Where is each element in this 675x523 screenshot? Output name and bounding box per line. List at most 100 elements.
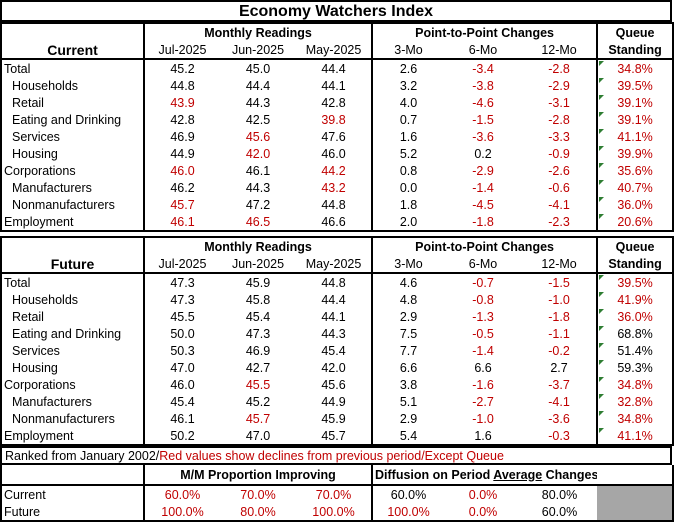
future-section-label: Future bbox=[0, 255, 145, 274]
queue-standing-value: 41.1% bbox=[597, 427, 675, 446]
change-value: 0.2 bbox=[474, 146, 492, 161]
change-value: -1.8 bbox=[522, 308, 599, 325]
monthly-value: 44.8 bbox=[296, 196, 374, 213]
monthly-value: 45.2 bbox=[245, 394, 271, 409]
row-label: Corporations bbox=[0, 162, 145, 179]
change-value: -0.6 bbox=[522, 179, 599, 196]
monthly-value: 50.2 bbox=[144, 427, 220, 446]
future-period-header: 6-Mo bbox=[444, 255, 523, 274]
summary-header-blank bbox=[597, 465, 675, 486]
row-label: Total bbox=[0, 273, 145, 291]
monthly-value: 47.6 bbox=[296, 128, 374, 145]
diffusion-value: 60.0% bbox=[522, 503, 598, 522]
queue-standing-text: 34.8% bbox=[617, 61, 653, 76]
current-row-nonmanufacturers: Nonmanufacturers 45.7 47.2 44.8 1.8 -4.5 -4.1 3… bbox=[0, 196, 675, 213]
change-value: -3.6 bbox=[472, 129, 494, 144]
summary-row-label: Current bbox=[0, 485, 145, 503]
future-row-households: Households 47.3 45.8 44.4 4.8 -0.8 -1.0 41.9% bbox=[0, 291, 675, 308]
queue-standing-text: 34.8% bbox=[617, 377, 653, 392]
queue-standing-text: 35.6% bbox=[617, 163, 653, 178]
change-value: 5.2 bbox=[399, 146, 418, 161]
change-value: -1.6 bbox=[472, 377, 494, 392]
row-label: Services bbox=[0, 128, 145, 145]
queue-standing-value: 39.5% bbox=[597, 77, 675, 94]
future-monthly-header: Monthly Readings bbox=[144, 236, 374, 255]
monthly-value: 46.0 bbox=[296, 145, 374, 162]
monthly-value: 43.2 bbox=[296, 179, 374, 196]
queue-standing-value: 39.5% bbox=[597, 273, 675, 291]
future-row-retail: Retail 45.5 45.4 44.1 2.9 -1.3 -1.8 36.0% bbox=[0, 308, 675, 325]
change-value: 4.8 bbox=[399, 292, 418, 307]
change-value: 1.6 bbox=[444, 427, 523, 446]
change-value: -2.6 bbox=[522, 162, 599, 179]
monthly-value: 46.5 bbox=[220, 213, 296, 232]
footnote: Ranked from January 2002/Red values show… bbox=[0, 446, 672, 465]
row-label: Nonmanufacturers bbox=[0, 410, 145, 427]
comment-marker-icon bbox=[599, 214, 605, 219]
current-table: Monthly Readings Point-to-Point Changes Qu… bbox=[0, 22, 675, 232]
monthly-value: 42.7 bbox=[245, 360, 271, 375]
footnote-red-legend: Red values show declines from previous p… bbox=[159, 449, 504, 463]
change-value: -0.2 bbox=[522, 342, 599, 359]
change-value: -2.8 bbox=[522, 111, 599, 128]
future-row-manufacturers: Manufacturers 45.4 45.2 44.9 5.1 -2.7 -4.1 32.8… bbox=[0, 393, 675, 410]
diffusion-header-pre: Diffusion on Period bbox=[375, 467, 494, 482]
change-value: 2.0 bbox=[372, 213, 445, 232]
change-value: 4.6 bbox=[399, 275, 418, 290]
monthly-value: 44.4 bbox=[296, 59, 374, 77]
monthly-value: 47.0 bbox=[170, 360, 195, 375]
sheet-title: Economy Watchers Index bbox=[0, 0, 672, 22]
monthly-value: 45.9 bbox=[245, 275, 271, 290]
current-monthly-header: Monthly Readings bbox=[144, 22, 374, 41]
change-value: -4.1 bbox=[522, 196, 599, 213]
change-value: -1.1 bbox=[522, 325, 599, 342]
queue-standing-text: 39.1% bbox=[617, 95, 653, 110]
change-value: 6.6 bbox=[474, 360, 492, 375]
monthly-value: 45.0 bbox=[245, 61, 271, 76]
row-label: Retail bbox=[0, 94, 145, 111]
monthly-value: 42.0 bbox=[245, 146, 271, 161]
monthly-value: 46.6 bbox=[296, 213, 374, 232]
change-value: -3.4 bbox=[472, 61, 494, 76]
queue-standing-value: 41.9% bbox=[597, 291, 675, 308]
queue-standing-value: 34.8% bbox=[597, 59, 675, 77]
future-row-total: Total 47.3 45.9 44.8 4.6 -0.7 -1.5 39.5% bbox=[0, 273, 675, 291]
row-label: Households bbox=[0, 291, 145, 308]
queue-standing-text: 39.1% bbox=[617, 112, 653, 127]
comment-marker-icon bbox=[599, 112, 605, 117]
change-value: 0.0 bbox=[399, 180, 418, 195]
change-value: -1.4 bbox=[472, 343, 494, 358]
queue-standing-text: 41.1% bbox=[617, 129, 653, 144]
queue-standing-text: 34.8% bbox=[617, 411, 653, 426]
monthly-value: 45.2 bbox=[170, 61, 195, 76]
queue-standing-value: 36.0% bbox=[597, 196, 675, 213]
monthly-value: 44.8 bbox=[296, 273, 374, 291]
future-period-header: 12-Mo bbox=[522, 255, 599, 274]
future-row-nonmanufacturers: Nonmanufacturers 46.1 45.7 45.9 2.9 -1.0 -3.6 3… bbox=[0, 410, 675, 427]
mm-proportion-header: M/M Proportion Improving bbox=[144, 465, 374, 486]
comment-marker-icon bbox=[599, 275, 605, 280]
current-row-employment: Employment 46.1 46.5 46.6 2.0 -1.8 -2.3 20.6% bbox=[0, 213, 675, 232]
row-label: Manufacturers bbox=[0, 393, 145, 410]
diffusion-header-post: Changes bbox=[542, 467, 598, 482]
current-period-header: 12-Mo bbox=[522, 41, 599, 60]
summary-row-label: Future bbox=[0, 503, 145, 522]
monthly-value: 46.9 bbox=[170, 129, 195, 144]
monthly-value: 42.8 bbox=[296, 94, 374, 111]
change-value: 2.6 bbox=[399, 61, 418, 76]
mm-proportion-value: 70.0% bbox=[240, 487, 276, 502]
queue-standing-text: 36.0% bbox=[617, 309, 653, 324]
queue-standing-text: 32.8% bbox=[617, 394, 653, 409]
diffusion-header-average: Average bbox=[493, 467, 543, 482]
queue-standing-value: 34.8% bbox=[597, 410, 675, 427]
current-queue-header-1: Queue bbox=[597, 22, 675, 41]
mm-proportion-value: 60.0% bbox=[164, 487, 201, 502]
queue-standing-text: 41.1% bbox=[617, 428, 653, 443]
monthly-value: 45.6 bbox=[245, 129, 271, 144]
future-queue-header-2: Standing bbox=[597, 255, 675, 274]
diffusion-value: 0.0% bbox=[468, 487, 498, 502]
monthly-value: 42.0 bbox=[296, 359, 374, 376]
change-value: -3.7 bbox=[522, 376, 599, 393]
comment-marker-icon bbox=[599, 309, 605, 314]
change-value: -3.1 bbox=[522, 94, 599, 111]
